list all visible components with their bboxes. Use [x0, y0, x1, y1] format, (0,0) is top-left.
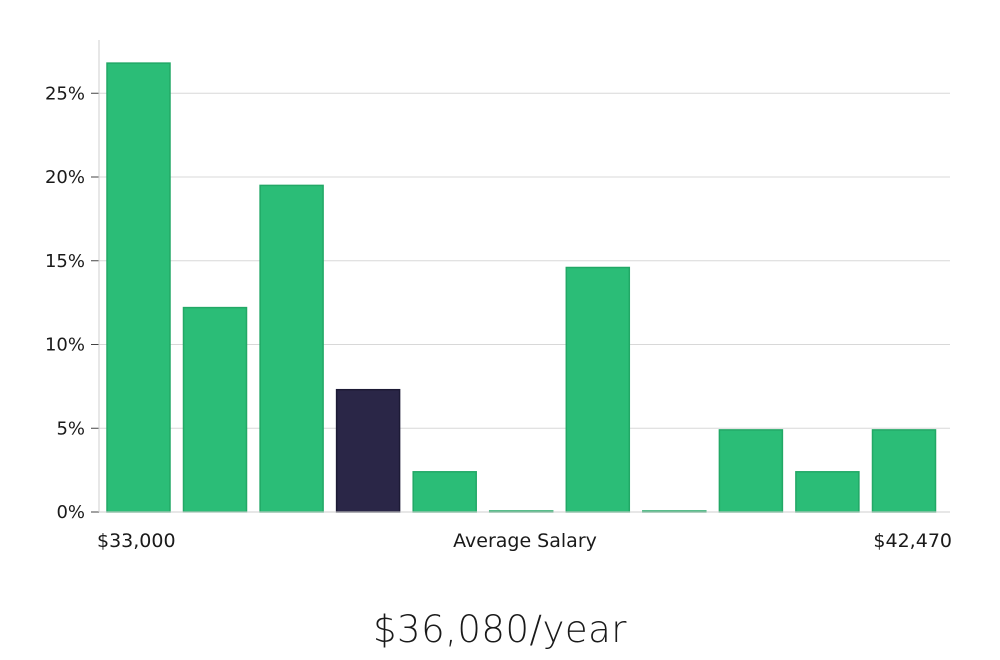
salary-distribution-chart: 0%5%10%15%20%25% $33,000 Average Salary …: [45, 40, 952, 552]
y-tick-label: 15%: [45, 251, 85, 272]
y-tick-label: 20%: [45, 167, 85, 188]
x-axis-title: Average Salary: [453, 530, 597, 552]
y-tick-label: 25%: [45, 83, 85, 104]
y-tick-label: 10%: [45, 335, 85, 356]
y-tick-label: 0%: [56, 502, 85, 523]
bar: [718, 429, 784, 513]
y-tick-label: 5%: [56, 418, 85, 439]
bar: [565, 266, 631, 513]
bar: [182, 306, 248, 513]
bar: [259, 184, 324, 513]
bar: [871, 429, 937, 513]
bar: [412, 471, 477, 513]
x-min-label: $33,000: [97, 530, 176, 552]
x-max-label: $42,470: [873, 530, 952, 552]
y-axis-ticks: 0% 5% 10% 15% 20% 25%: [45, 83, 99, 523]
bar: [795, 471, 860, 513]
bar: [106, 62, 171, 513]
bars: [106, 62, 937, 513]
average-salary-value: $36,080/year: [372, 608, 627, 651]
bar-highlighted: [335, 388, 401, 513]
